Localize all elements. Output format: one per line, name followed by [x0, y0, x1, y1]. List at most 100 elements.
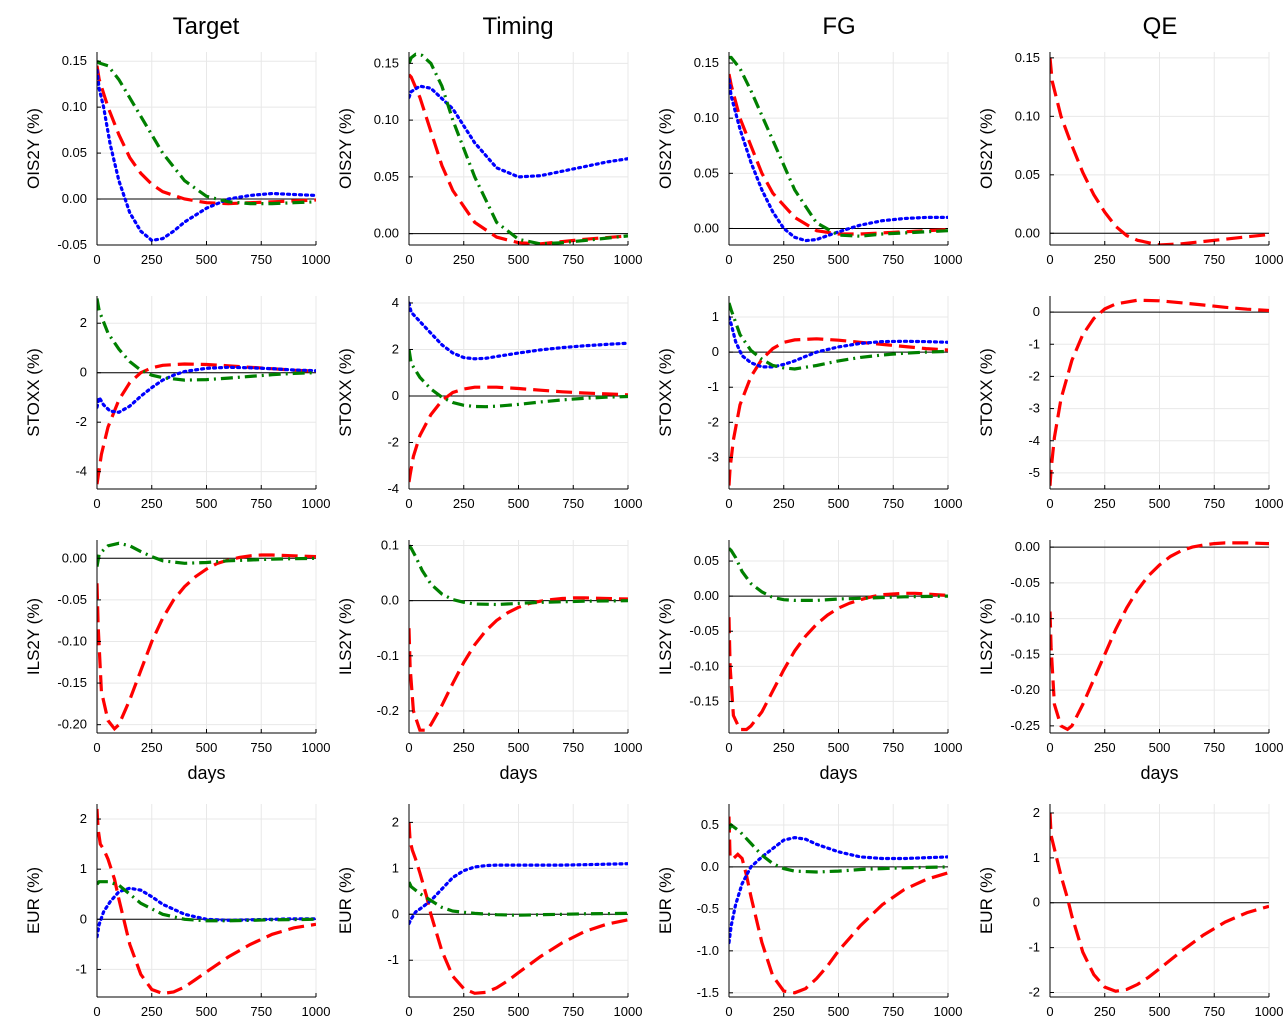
series-line	[97, 298, 316, 382]
panel: 0 250 500 750 1000 -0.2 -0.1 0.0 0.1 ILS2Y (%) day…	[336, 538, 642, 783]
series-line	[97, 808, 316, 996]
panel: 0 250 500 750 1000 -0.15 -0.10 -0.05 0.00 0.05 ILS…	[656, 540, 962, 783]
x-tick-label: 750	[250, 252, 272, 267]
y-axis-label: EUR (%)	[656, 867, 675, 934]
series-line	[97, 365, 316, 414]
y-tick-label: -4	[387, 481, 399, 496]
y-tick-label: 0.15	[1015, 50, 1040, 65]
column-title-fg: FG	[822, 13, 855, 40]
panel: 0 250 500 750 1000 -2 -1 0 1 2 EUR (%)	[977, 804, 1283, 1019]
x-tick-label: 250	[773, 1004, 795, 1019]
y-tick-label: 0.00	[694, 588, 719, 603]
y-axis-label: OIS2Y (%)	[977, 108, 996, 189]
x-tick-label: 500	[508, 1004, 530, 1019]
x-tick-label: 250	[1094, 252, 1116, 267]
x-tick-label: 500	[508, 740, 530, 755]
y-axis-label: STOXX (%)	[977, 348, 996, 436]
y-tick-label: -1	[75, 961, 87, 976]
x-tick-label: 750	[882, 496, 904, 511]
y-tick-label: 0.00	[62, 550, 87, 565]
series-line	[729, 816, 948, 995]
y-tick-label: -0.05	[1010, 575, 1040, 590]
x-tick-label: 1000	[934, 740, 963, 755]
x-tick-label: 250	[453, 1004, 475, 1019]
y-tick-label: -0.25	[1010, 718, 1040, 733]
series-line	[97, 65, 316, 206]
y-tick-label: 0.00	[694, 220, 719, 235]
y-tick-label: 0.00	[62, 191, 87, 206]
y-tick-label: 0.1	[381, 538, 399, 553]
y-tick-label: -0.5	[697, 901, 719, 916]
x-axis-label: days	[499, 763, 537, 783]
series-line	[97, 880, 316, 923]
y-tick-label: -0.20	[57, 717, 87, 732]
series-line	[97, 553, 316, 732]
y-tick-label: -0.15	[689, 693, 719, 708]
x-tick-label: 500	[196, 252, 218, 267]
panel: 0 250 500 750 1000 -0.05 0.00 0.05 0.10 0.15 OIS2Y…	[24, 52, 330, 267]
x-tick-label: 250	[1094, 496, 1116, 511]
x-tick-label: 250	[1094, 1004, 1116, 1019]
x-tick-label: 250	[1094, 740, 1116, 755]
x-tick-label: 750	[562, 252, 584, 267]
y-axis-label: EUR (%)	[24, 867, 43, 934]
panel: 0 250 500 750 1000 -1.5 -1.0 -0.5 0.0 0.5 EUR (%)	[656, 804, 962, 1019]
x-tick-label: 750	[250, 1004, 272, 1019]
x-tick-label: 1000	[934, 496, 963, 511]
x-tick-label: 1000	[614, 252, 643, 267]
x-tick-label: 1000	[1255, 496, 1284, 511]
y-axis-label: STOXX (%)	[336, 348, 355, 436]
y-tick-label: -4	[1028, 433, 1040, 448]
y-tick-label: 0.15	[62, 53, 87, 68]
panel-grid: 0 250 500 750 1000-0.050.000.050.100.15OIS2Y…	[24, 50, 1283, 1019]
y-tick-label: 0.05	[374, 169, 399, 184]
y-tick-label: -0.05	[57, 237, 87, 252]
x-tick-label: 250	[453, 496, 475, 511]
series-line	[729, 55, 948, 238]
x-tick-label: 0	[725, 1004, 732, 1019]
y-tick-label: 0.15	[374, 55, 399, 70]
x-tick-label: 0	[1046, 496, 1053, 511]
y-tick-label: 0.0	[381, 593, 399, 608]
y-tick-label: 0	[1033, 895, 1040, 910]
y-axis-label: ILS2Y (%)	[336, 598, 355, 675]
x-tick-label: 500	[196, 1004, 218, 1019]
y-axis-label: ILS2Y (%)	[24, 598, 43, 675]
y-tick-label: -2	[707, 414, 719, 429]
series-line	[729, 77, 948, 243]
x-tick-label: 750	[1203, 1004, 1225, 1019]
series-line	[729, 822, 948, 874]
series-line	[729, 547, 948, 603]
x-tick-label: 750	[882, 1004, 904, 1019]
x-tick-label: 250	[141, 1004, 163, 1019]
series-line	[729, 337, 948, 486]
series-line	[1050, 298, 1269, 486]
x-tick-label: 1000	[302, 740, 331, 755]
y-tick-label: -1.5	[697, 985, 719, 1000]
y-tick-label: -4	[75, 464, 87, 479]
y-tick-label: 0.10	[694, 110, 719, 125]
panel: 0 250 500 750 1000 -0.20 -0.15 -0.10 -0.05 0.00 IL…	[24, 540, 330, 783]
y-tick-label: -0.10	[57, 633, 87, 648]
x-tick-label: 250	[773, 740, 795, 755]
y-tick-label: 1	[1033, 850, 1040, 865]
series-line	[729, 302, 948, 371]
x-tick-label: 500	[508, 496, 530, 511]
series-line	[409, 822, 628, 995]
y-tick-label: 0.05	[62, 145, 87, 160]
y-tick-label: 4	[392, 295, 399, 310]
y-axis-label: ILS2Y (%)	[656, 598, 675, 675]
y-axis-label: STOXX (%)	[24, 348, 43, 436]
x-tick-label: 1000	[934, 1004, 963, 1019]
series-line	[409, 596, 628, 732]
y-tick-label: -0.10	[689, 658, 719, 673]
y-tick-label: -0.05	[689, 623, 719, 638]
y-tick-label: 0	[392, 906, 399, 921]
x-tick-label: 750	[562, 740, 584, 755]
x-tick-label: 1000	[1255, 252, 1284, 267]
x-tick-label: 0	[93, 740, 100, 755]
series-line	[409, 52, 628, 245]
y-axis-label: EUR (%)	[336, 867, 355, 934]
x-tick-label: 500	[1149, 252, 1171, 267]
